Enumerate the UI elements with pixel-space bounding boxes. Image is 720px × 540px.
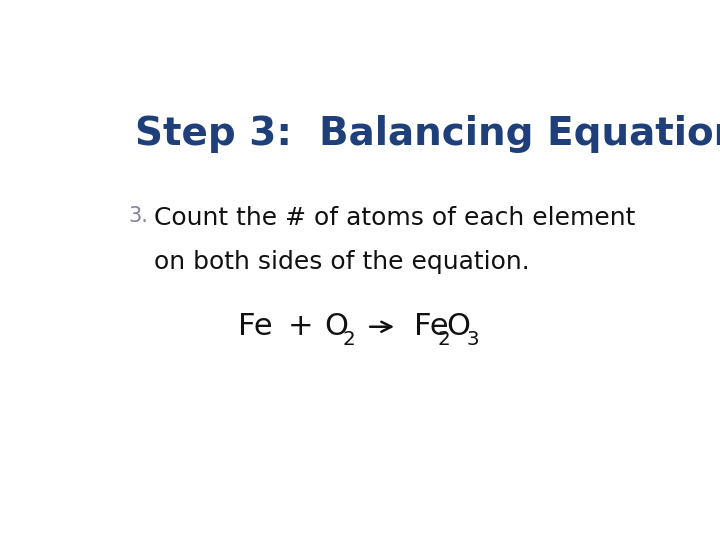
Text: 2: 2 [437,330,450,349]
Text: 2: 2 [343,330,356,349]
Text: O: O [324,312,348,341]
Text: Fe: Fe [238,312,272,341]
Text: +: + [288,312,314,341]
Text: Step 3:  Balancing Equations: Step 3: Balancing Equations [135,114,720,153]
Text: 3.: 3. [128,206,148,226]
Text: on both sides of the equation.: on both sides of the equation. [154,250,530,274]
Text: 3: 3 [467,330,480,349]
Text: O: O [446,312,470,341]
Text: Count the # of atoms of each element: Count the # of atoms of each element [154,206,636,230]
Text: Fe: Fe [413,312,449,341]
